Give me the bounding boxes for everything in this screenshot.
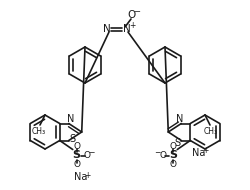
Text: Na: Na [192, 149, 205, 158]
Text: O: O [73, 142, 80, 151]
Text: −: − [154, 148, 160, 157]
Text: N: N [103, 24, 111, 34]
Text: CH₃: CH₃ [204, 127, 218, 135]
Text: S: S [70, 134, 76, 143]
Text: Na: Na [74, 173, 88, 183]
Text: N: N [123, 24, 131, 34]
Text: S: S [73, 150, 81, 161]
Text: O: O [160, 151, 167, 160]
Text: O: O [170, 142, 177, 151]
Text: N: N [176, 113, 183, 124]
Text: O: O [128, 10, 136, 20]
Text: −: − [88, 148, 95, 157]
Text: S: S [174, 138, 180, 147]
Text: +: + [129, 21, 136, 30]
Text: CH₃: CH₃ [32, 127, 46, 135]
Text: O: O [83, 151, 90, 160]
Text: +: + [202, 146, 208, 155]
Text: −: − [134, 7, 140, 17]
Text: O: O [73, 160, 80, 169]
Text: S: S [169, 150, 177, 161]
Text: +: + [84, 171, 91, 180]
Text: N: N [67, 113, 74, 124]
Text: O: O [170, 160, 177, 169]
